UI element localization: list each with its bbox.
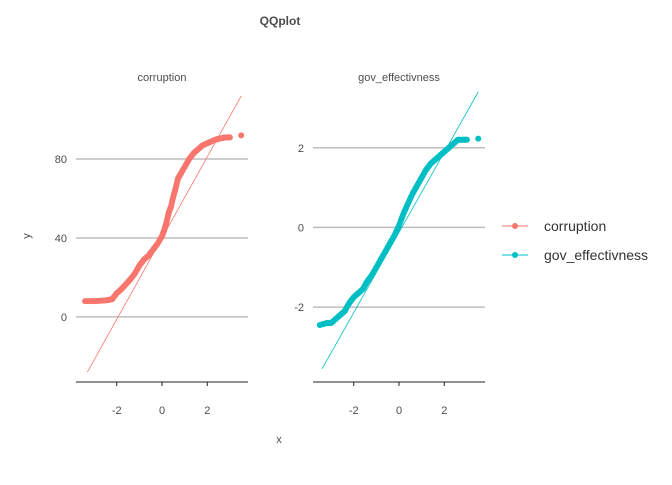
y-tick-label: 0 bbox=[61, 312, 67, 324]
x-axis-title: x bbox=[276, 434, 282, 446]
x-tick-label: -2 bbox=[349, 405, 359, 417]
legend-key-point bbox=[512, 223, 518, 229]
y-tick-label: 40 bbox=[55, 233, 67, 245]
x-tick-label: 2 bbox=[441, 405, 447, 417]
data-point bbox=[475, 135, 482, 142]
y-tick-label: 2 bbox=[298, 143, 304, 155]
y-tick-label: 80 bbox=[55, 154, 67, 166]
legend-label: gov_effectivness bbox=[544, 247, 648, 263]
legend-label: corruption bbox=[544, 218, 606, 234]
strip-label: corruption bbox=[138, 72, 187, 84]
legend-item-gov_effectivness: gov_effectivness bbox=[502, 247, 648, 263]
x-tick-label: -2 bbox=[112, 405, 122, 417]
data-point bbox=[226, 134, 233, 141]
legend-key-point bbox=[512, 252, 518, 258]
chart-title: QQplot bbox=[260, 14, 301, 28]
strip-label: gov_effectivness bbox=[358, 72, 440, 84]
panel-corruption: corruption 0 40 80 -2 0 2 bbox=[55, 72, 248, 417]
x-tick-label: 0 bbox=[396, 405, 402, 417]
legend-item-corruption: corruption bbox=[502, 218, 606, 234]
x-tick-label: 2 bbox=[204, 405, 210, 417]
y-tick-label: 0 bbox=[298, 222, 304, 234]
panel-gov_effectivness: gov_effectivness -2 0 2 -2 0 2 bbox=[294, 72, 485, 417]
panels: corruption 0 40 80 -2 0 2 gov_effectivness -2 0 2 -… bbox=[55, 72, 485, 417]
data-point bbox=[238, 132, 245, 139]
x-tick-label: 0 bbox=[159, 405, 165, 417]
y-tick-label: -2 bbox=[294, 302, 304, 314]
legend: corruption gov_effectivness bbox=[502, 218, 648, 263]
qq-reference-line bbox=[321, 91, 479, 370]
data-point bbox=[463, 136, 470, 143]
y-axis-title: y bbox=[21, 233, 33, 239]
